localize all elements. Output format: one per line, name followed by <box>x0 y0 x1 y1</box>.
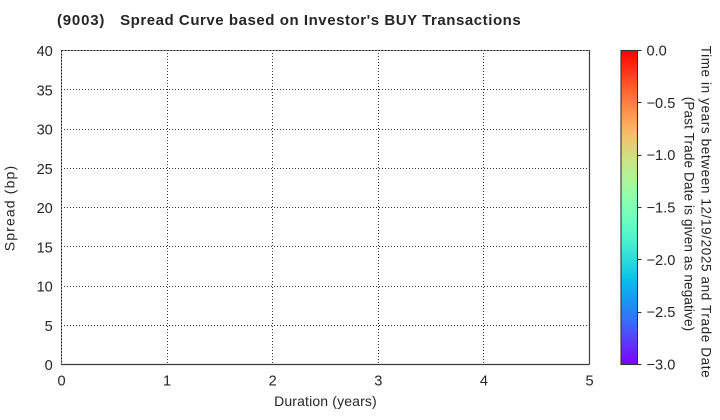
svg-text:20: 20 <box>37 201 53 217</box>
svg-text:5: 5 <box>45 319 53 335</box>
svg-text:3: 3 <box>374 374 382 390</box>
svg-text:(Past Trade Date is given as n: (Past Trade Date is given as negative) <box>681 97 696 332</box>
svg-text:25: 25 <box>37 162 53 178</box>
svg-text:−3.0: −3.0 <box>647 358 676 374</box>
svg-text:0.0: 0.0 <box>647 44 667 60</box>
svg-text:1: 1 <box>163 374 171 390</box>
svg-text:15: 15 <box>37 240 53 256</box>
svg-text:4: 4 <box>480 374 488 390</box>
svg-text:Duration (years): Duration (years) <box>274 393 377 409</box>
svg-text:Spread (bp): Spread (bp) <box>2 165 18 252</box>
svg-text:−2.0: −2.0 <box>647 253 676 269</box>
svg-text:5: 5 <box>585 374 593 390</box>
svg-text:−1.5: −1.5 <box>647 201 676 217</box>
svg-text:−1.0: −1.0 <box>647 148 676 164</box>
svg-text:(9003) Spread Curve based on: (9003) Spread Curve based on Investor's … <box>57 12 521 29</box>
svg-text:0: 0 <box>57 374 65 390</box>
svg-text:−0.5: −0.5 <box>647 96 676 112</box>
svg-text:−2.5: −2.5 <box>647 305 676 321</box>
svg-text:40: 40 <box>37 44 53 60</box>
svg-text:35: 35 <box>37 83 53 99</box>
svg-text:30: 30 <box>37 123 53 139</box>
svg-text:10: 10 <box>37 280 53 296</box>
svg-text:0: 0 <box>45 358 53 374</box>
svg-text:2: 2 <box>269 374 277 390</box>
svg-text:Time in years between 12/19/20: Time in years between 12/19/2025 and Tra… <box>699 46 714 379</box>
